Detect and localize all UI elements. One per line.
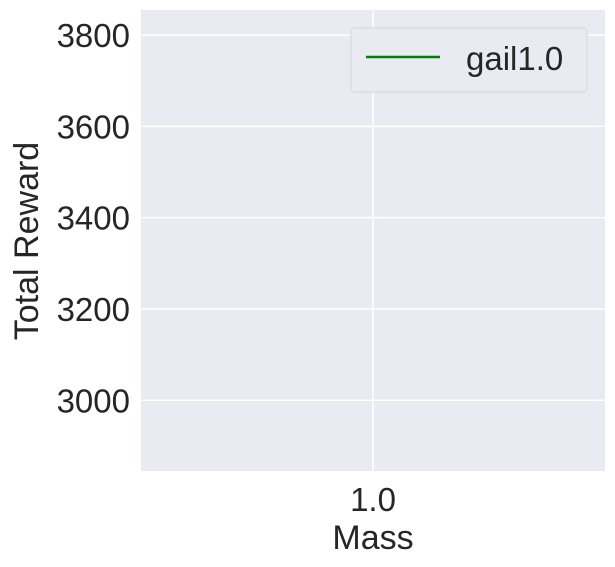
legend: gail1.0	[350, 27, 588, 93]
y-tick-label: 3600	[57, 108, 130, 145]
y-tick-label: 3400	[57, 200, 130, 237]
x-axis-label: Mass	[332, 519, 413, 557]
y-tick-label: 3000	[57, 382, 130, 419]
legend-label-gail1.0: gail1.0	[466, 40, 563, 77]
y-tick-labels: 3000 3200 3400 3600 3800	[57, 17, 130, 419]
legend-box	[350, 27, 588, 93]
grid-lines	[141, 10, 605, 471]
x-tick-labels: 1.0	[350, 481, 396, 518]
x-tick-label: 1.0	[350, 481, 396, 518]
y-tick-label: 3200	[57, 291, 130, 328]
y-tick-label: 3800	[57, 17, 130, 54]
y-axis-label: Total Reward	[8, 142, 46, 340]
